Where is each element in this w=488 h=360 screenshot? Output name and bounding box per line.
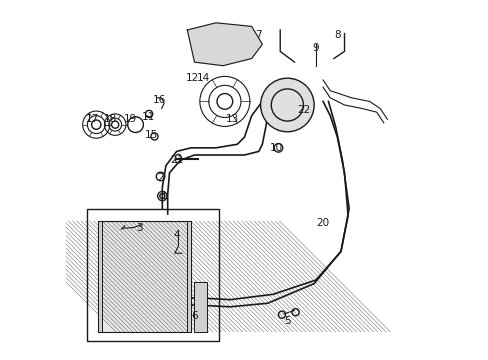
Bar: [186, 221, 190, 332]
Text: 2: 2: [157, 173, 163, 183]
Text: 5: 5: [284, 316, 290, 326]
Text: 7: 7: [255, 30, 262, 40]
Text: 13: 13: [225, 114, 238, 124]
Text: 14: 14: [196, 73, 210, 83]
Text: 1: 1: [161, 191, 167, 201]
Text: 4: 4: [173, 230, 180, 240]
Text: 16: 16: [153, 95, 166, 105]
Bar: [98, 221, 190, 332]
Polygon shape: [187, 23, 262, 66]
Bar: [194, 282, 206, 332]
Text: 8: 8: [333, 30, 340, 40]
Text: 3: 3: [136, 223, 142, 233]
Bar: [98, 221, 102, 332]
Text: 12: 12: [186, 73, 199, 83]
Text: 15: 15: [145, 130, 158, 140]
Text: 9: 9: [312, 43, 319, 53]
Text: 20: 20: [316, 218, 329, 228]
Text: 19: 19: [124, 114, 137, 124]
Text: 11: 11: [141, 112, 154, 122]
Text: 22: 22: [296, 105, 309, 115]
Circle shape: [260, 78, 313, 132]
Text: 17: 17: [85, 114, 99, 124]
Text: 18: 18: [104, 114, 117, 124]
Bar: [87, 208, 219, 341]
Text: 10: 10: [269, 143, 283, 153]
Text: 6: 6: [191, 311, 198, 321]
Text: 21: 21: [170, 156, 183, 165]
